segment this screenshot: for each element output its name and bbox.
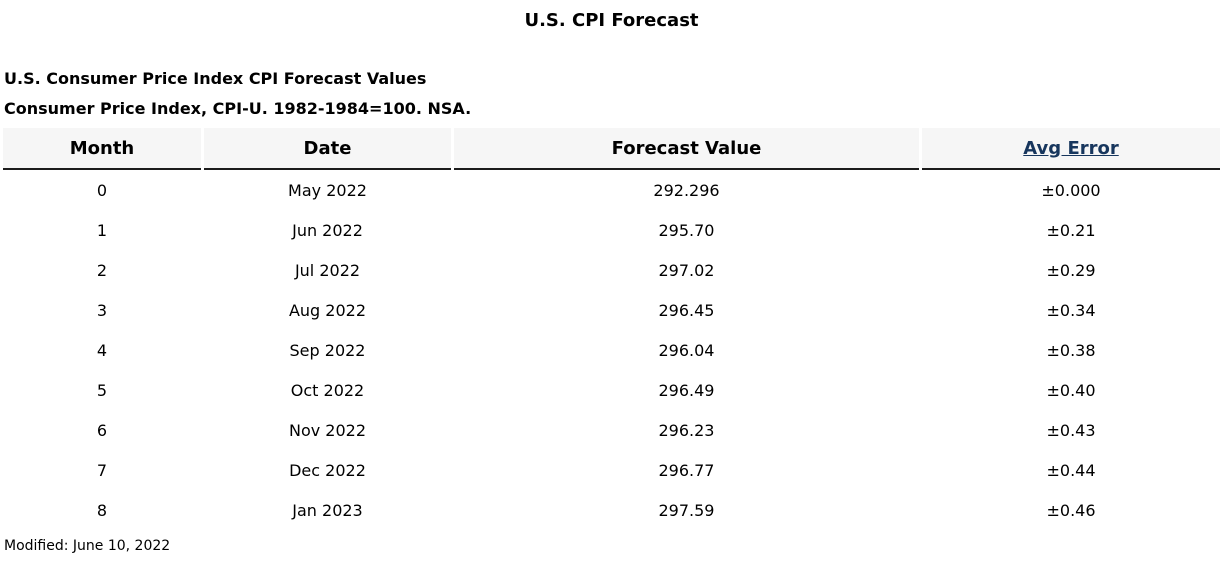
- subtitle-line-1: U.S. Consumer Price Index CPI Forecast V…: [4, 69, 427, 88]
- cell-date: Jun 2022: [292, 220, 363, 240]
- cell-date: May 2022: [288, 180, 367, 200]
- table-row: 1 Jun 2022 295.70 ±0.21: [3, 210, 1220, 250]
- cell-forecast-value: 296.49: [658, 380, 715, 400]
- subtitle-line-2: Consumer Price Index, CPI-U. 1982-1984=1…: [4, 99, 472, 118]
- cell-forecast-value: 296.45: [658, 300, 715, 320]
- table-row: 3 Aug 2022 296.45 ±0.34: [3, 290, 1220, 330]
- cell-avg-error: ±0.29: [1046, 260, 1096, 280]
- cell-month: 6: [96, 420, 108, 440]
- table-row: 4 Sep 2022 296.04 ±0.38: [3, 330, 1220, 370]
- cell-month: 0: [96, 180, 108, 200]
- cell-avg-error: ±0.44: [1046, 460, 1096, 480]
- cell-date: Nov 2022: [288, 420, 367, 440]
- subtitle-block: U.S. Consumer Price Index CPI Forecast V…: [4, 64, 1223, 124]
- cell-forecast-value: 296.23: [658, 420, 715, 440]
- cell-avg-error: ±0.38: [1046, 340, 1096, 360]
- cell-date: Aug 2022: [288, 300, 367, 320]
- cell-date: Sep 2022: [289, 340, 366, 360]
- table-body: 0 May 2022 292.296 ±0.000 1 Jun 2022 295.70 ±0.…: [3, 170, 1220, 530]
- cell-avg-error: ±0.21: [1046, 220, 1096, 240]
- modified-date: Modified: June 10, 2022: [4, 538, 171, 554]
- cell-month: 2: [96, 260, 108, 280]
- cell-avg-error: ±0.46: [1046, 500, 1096, 520]
- cell-forecast-value: 297.59: [658, 500, 715, 520]
- table-row: 8 Jan 2023 297.59 ±0.46: [3, 490, 1220, 530]
- cell-avg-error: ±0.43: [1046, 420, 1096, 440]
- cell-date: Oct 2022: [290, 380, 365, 400]
- cell-month: 7: [96, 460, 108, 480]
- cell-date: Jan 2023: [292, 500, 363, 520]
- cell-date: Dec 2022: [289, 460, 366, 480]
- column-header-avg-error: Avg Error: [922, 128, 1220, 170]
- column-header-date: Date: [204, 128, 451, 170]
- cell-month: 5: [96, 380, 108, 400]
- cell-forecast-value: 296.77: [658, 460, 715, 480]
- table-row: 5 Oct 2022 296.49 ±0.40: [3, 370, 1220, 410]
- cell-month: 3: [96, 300, 108, 320]
- avg-error-link[interactable]: Avg Error: [1023, 137, 1119, 159]
- cell-forecast-value: 292.296: [653, 180, 720, 200]
- cell-forecast-value: 297.02: [658, 260, 715, 280]
- cell-month: 4: [96, 340, 108, 360]
- table-row: 7 Dec 2022 296.77 ±0.44: [3, 450, 1220, 490]
- page-title: U.S. CPI Forecast: [524, 10, 699, 31]
- cell-forecast-value: 295.70: [658, 220, 715, 240]
- table-header: Month Date Forecast Value Avg Error: [3, 128, 1220, 170]
- forecast-table: Month Date Forecast Value Avg Error 0 May…: [0, 128, 1223, 530]
- cell-date: Jul 2022: [294, 260, 361, 280]
- cell-month: 8: [96, 500, 108, 520]
- table-row: 0 May 2022 292.296 ±0.000: [3, 170, 1220, 210]
- cell-forecast-value: 296.04: [658, 340, 715, 360]
- table-row: 2 Jul 2022 297.02 ±0.29: [3, 250, 1220, 290]
- column-header-month: Month: [3, 128, 201, 170]
- column-header-forecast-value: Forecast Value: [454, 128, 919, 170]
- cell-avg-error: ±0.40: [1046, 380, 1096, 400]
- table-row: 6 Nov 2022 296.23 ±0.43: [3, 410, 1220, 450]
- cell-avg-error: ±0.34: [1046, 300, 1096, 320]
- cell-month: 1: [96, 220, 108, 240]
- cell-avg-error: ±0.000: [1041, 180, 1101, 200]
